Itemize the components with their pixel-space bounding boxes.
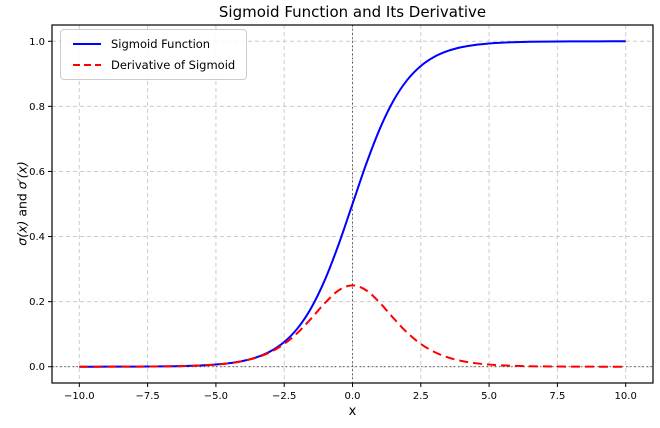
x-tick-label: 7.5 (549, 391, 565, 402)
reference-lines (52, 25, 653, 383)
y-tick-label: 0.8 (29, 102, 45, 113)
y-tick-label: 0.4 (29, 232, 45, 243)
x-tick-label: 2.5 (413, 391, 429, 402)
y-tick-label: 0.0 (29, 362, 45, 373)
legend-entry-sigmoid: Sigmoid Function (72, 37, 235, 51)
legend-entry-derivative: Derivative of Sigmoid (72, 58, 235, 72)
y-label-sigma: σ(x) (14, 220, 30, 246)
legend-line-sigmoid-icon (73, 43, 101, 45)
x-tick-label: −7.5 (135, 391, 159, 402)
axis-ticks: −10.0 −7.5 −5.0 −2.5 0.0 2.5 5.0 7.5 10.0 0.0 0.2 0… (29, 37, 637, 402)
legend: Sigmoid Function Derivative of Sigmoid (60, 29, 248, 80)
y-label-sigma-prime: σ′(x) (14, 161, 30, 190)
legend-line-derivative-icon (73, 64, 101, 66)
y-tick-label: 1.0 (29, 37, 45, 48)
y-label-and: and (14, 189, 30, 221)
y-tick-label: 0.6 (29, 167, 45, 178)
x-tick-label: −5.0 (204, 391, 228, 402)
y-tick-label: 0.2 (29, 297, 45, 308)
x-tick-label: −10.0 (64, 391, 95, 402)
legend-label-sigmoid: Sigmoid Function (111, 37, 211, 51)
x-tick-label: 10.0 (615, 391, 637, 402)
y-axis-label: σ(x) and σ′(x) (15, 104, 30, 304)
chart-title: Sigmoid Function and Its Derivative (218, 3, 487, 21)
x-axis-label: x (348, 404, 357, 419)
x-tick-label: −2.5 (272, 391, 296, 402)
x-tick-label: 0.0 (345, 391, 361, 402)
legend-label-derivative: Derivative of Sigmoid (111, 58, 236, 72)
series-line-1 (79, 284, 626, 368)
x-tick-label: 5.0 (481, 391, 497, 402)
